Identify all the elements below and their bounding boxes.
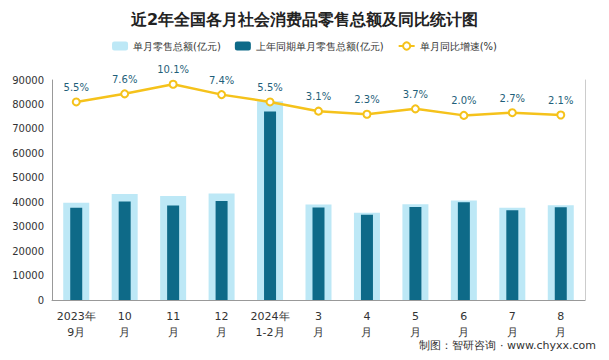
svg-text:月: 月 bbox=[555, 326, 566, 339]
svg-text:20000: 20000 bbox=[12, 246, 44, 257]
svg-text:40000: 40000 bbox=[12, 197, 44, 208]
svg-text:90000: 90000 bbox=[12, 75, 44, 86]
svg-text:2.1%: 2.1% bbox=[548, 95, 573, 106]
svg-text:制图：智研咨询 · www.chyxx.com: 制图：智研咨询 · www.chyxx.com bbox=[419, 339, 596, 352]
svg-text:月: 月 bbox=[361, 326, 372, 339]
svg-text:近2年全国各月社会消费品零售总额及同比统计图: 近2年全国各月社会消费品零售总额及同比统计图 bbox=[130, 10, 478, 29]
svg-text:月: 月 bbox=[168, 326, 179, 339]
svg-text:10.1%: 10.1% bbox=[157, 64, 189, 75]
svg-text:月: 月 bbox=[507, 326, 518, 339]
svg-text:上年同期单月零售总额(亿元): 上年同期单月零售总额(亿元) bbox=[256, 41, 384, 52]
svg-text:月: 月 bbox=[410, 326, 421, 339]
svg-text:80000: 80000 bbox=[12, 99, 44, 110]
svg-text:2023年: 2023年 bbox=[57, 310, 96, 323]
svg-text:2.7%: 2.7% bbox=[500, 93, 525, 104]
svg-text:8: 8 bbox=[557, 310, 564, 323]
svg-text:3: 3 bbox=[315, 310, 322, 323]
svg-text:单月零售总额(亿元): 单月零售总额(亿元) bbox=[133, 41, 221, 52]
svg-text:60000: 60000 bbox=[12, 148, 44, 159]
svg-text:2.3%: 2.3% bbox=[354, 94, 379, 105]
svg-text:5.5%: 5.5% bbox=[257, 82, 282, 93]
svg-text:3.7%: 3.7% bbox=[403, 89, 428, 100]
svg-text:7.4%: 7.4% bbox=[209, 75, 234, 86]
svg-text:2024年: 2024年 bbox=[251, 310, 290, 323]
svg-text:月: 月 bbox=[216, 326, 227, 339]
svg-text:6: 6 bbox=[460, 310, 467, 323]
svg-text:5.5%: 5.5% bbox=[64, 82, 89, 93]
svg-text:2.0%: 2.0% bbox=[451, 95, 476, 106]
svg-text:12: 12 bbox=[215, 310, 229, 323]
svg-text:70000: 70000 bbox=[12, 123, 44, 134]
svg-text:5: 5 bbox=[412, 310, 419, 323]
svg-text:月: 月 bbox=[313, 326, 324, 339]
svg-text:1-2月: 1-2月 bbox=[256, 326, 285, 339]
svg-text:30000: 30000 bbox=[12, 221, 44, 232]
svg-text:10: 10 bbox=[118, 310, 132, 323]
svg-text:月: 月 bbox=[458, 326, 469, 339]
svg-text:0: 0 bbox=[38, 295, 44, 306]
svg-text:单月同比增速(%): 单月同比增速(%) bbox=[420, 41, 497, 52]
svg-text:11: 11 bbox=[166, 310, 180, 323]
svg-text:7: 7 bbox=[509, 310, 516, 323]
svg-text:9月: 9月 bbox=[67, 326, 85, 339]
svg-text:月: 月 bbox=[119, 326, 130, 339]
svg-text:7.6%: 7.6% bbox=[112, 74, 137, 85]
svg-text:50000: 50000 bbox=[12, 172, 44, 183]
svg-text:10000: 10000 bbox=[12, 270, 44, 281]
svg-text:3.1%: 3.1% bbox=[306, 91, 331, 102]
svg-text:4: 4 bbox=[363, 310, 370, 323]
